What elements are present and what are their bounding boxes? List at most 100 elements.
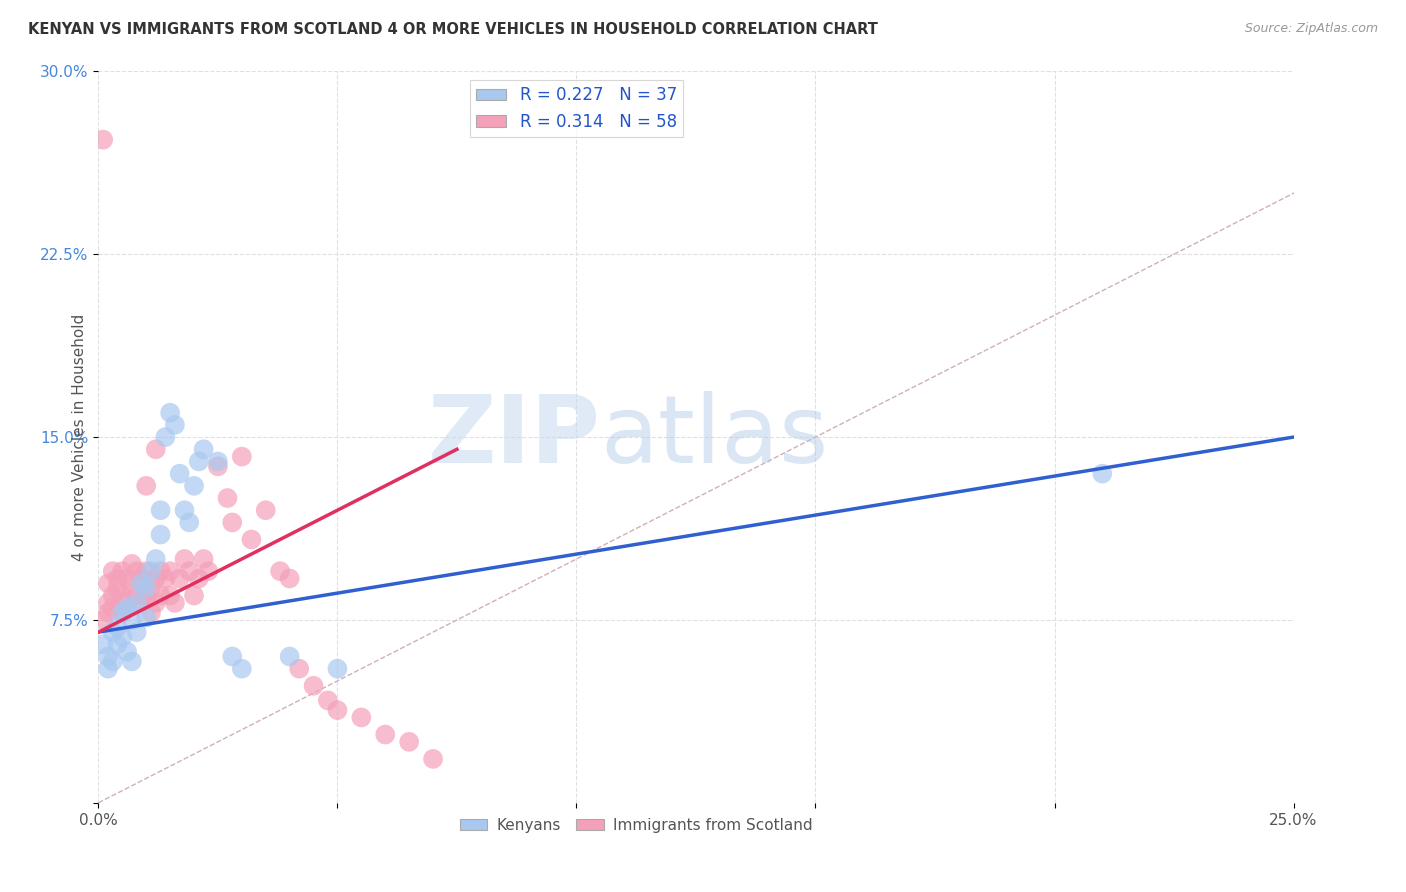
Point xyxy=(221,516,243,530)
Point xyxy=(197,564,219,578)
Point xyxy=(139,581,162,595)
Point xyxy=(193,442,215,457)
Point xyxy=(125,589,148,603)
Text: KENYAN VS IMMIGRANTS FROM SCOTLAND 4 OR MORE VEHICLES IN HOUSEHOLD CORRELATION C: KENYAN VS IMMIGRANTS FROM SCOTLAND 4 OR … xyxy=(28,22,877,37)
Point xyxy=(149,564,172,578)
Point xyxy=(135,589,157,603)
Point xyxy=(1091,467,1114,481)
Point xyxy=(278,572,301,586)
Point xyxy=(350,710,373,724)
Point xyxy=(115,572,138,586)
Point xyxy=(159,589,181,603)
Text: atlas: atlas xyxy=(600,391,828,483)
Point xyxy=(121,581,143,595)
Point xyxy=(97,649,120,664)
Point xyxy=(155,430,177,444)
Point xyxy=(145,442,167,457)
Point xyxy=(155,572,177,586)
Y-axis label: 4 or more Vehicles in Household: 4 or more Vehicles in Household xyxy=(72,313,87,561)
Point xyxy=(207,454,229,468)
Point xyxy=(101,589,124,603)
Point xyxy=(101,600,124,615)
Point xyxy=(316,693,339,707)
Point xyxy=(107,620,129,634)
Point xyxy=(288,662,311,676)
Point xyxy=(145,596,167,610)
Point xyxy=(115,645,138,659)
Point xyxy=(187,572,209,586)
Point xyxy=(121,654,143,668)
Point xyxy=(231,450,253,464)
Point xyxy=(149,527,172,541)
Point xyxy=(169,572,191,586)
Point xyxy=(107,581,129,595)
Point xyxy=(107,572,129,586)
Point xyxy=(111,606,134,620)
Point xyxy=(97,576,120,591)
Point xyxy=(149,589,172,603)
Point xyxy=(179,516,201,530)
Point xyxy=(159,564,181,578)
Point xyxy=(111,564,134,578)
Point xyxy=(145,572,167,586)
Text: ZIP: ZIP xyxy=(427,391,600,483)
Text: Source: ZipAtlas.com: Source: ZipAtlas.com xyxy=(1244,22,1378,36)
Point xyxy=(131,576,153,591)
Point xyxy=(115,596,138,610)
Point xyxy=(91,637,114,651)
Point xyxy=(111,606,134,620)
Point xyxy=(135,564,157,578)
Point xyxy=(207,459,229,474)
Point xyxy=(149,503,172,517)
Point xyxy=(183,589,205,603)
Point xyxy=(217,491,239,505)
Point xyxy=(398,735,420,749)
Point xyxy=(97,662,120,676)
Point xyxy=(125,564,148,578)
Point xyxy=(97,606,120,620)
Point xyxy=(91,133,114,147)
Point xyxy=(135,610,157,624)
Point xyxy=(107,637,129,651)
Point xyxy=(131,572,153,586)
Point xyxy=(278,649,301,664)
Point xyxy=(135,581,157,595)
Point xyxy=(187,454,209,468)
Point xyxy=(121,613,143,627)
Point xyxy=(121,557,143,571)
Point xyxy=(231,662,253,676)
Point xyxy=(269,564,291,578)
Point xyxy=(111,630,134,644)
Point xyxy=(193,552,215,566)
Point xyxy=(183,479,205,493)
Point xyxy=(254,503,277,517)
Point xyxy=(163,417,186,432)
Point xyxy=(326,662,349,676)
Point xyxy=(159,406,181,420)
Point xyxy=(326,703,349,717)
Point xyxy=(101,625,124,640)
Point xyxy=(422,752,444,766)
Point xyxy=(125,596,148,610)
Point xyxy=(173,503,195,517)
Point xyxy=(139,606,162,620)
Point xyxy=(240,533,263,547)
Point xyxy=(221,649,243,664)
Point xyxy=(169,467,191,481)
Legend: Kenyans, Immigrants from Scotland: Kenyans, Immigrants from Scotland xyxy=(454,812,818,839)
Point xyxy=(125,625,148,640)
Point xyxy=(163,596,186,610)
Point xyxy=(173,552,195,566)
Point xyxy=(135,479,157,493)
Point xyxy=(115,600,138,615)
Point xyxy=(145,552,167,566)
Point xyxy=(101,564,124,578)
Point xyxy=(91,613,114,627)
Point xyxy=(302,679,325,693)
Point xyxy=(131,596,153,610)
Point xyxy=(97,596,120,610)
Point xyxy=(374,727,396,741)
Point xyxy=(101,654,124,668)
Point xyxy=(139,564,162,578)
Point xyxy=(111,589,134,603)
